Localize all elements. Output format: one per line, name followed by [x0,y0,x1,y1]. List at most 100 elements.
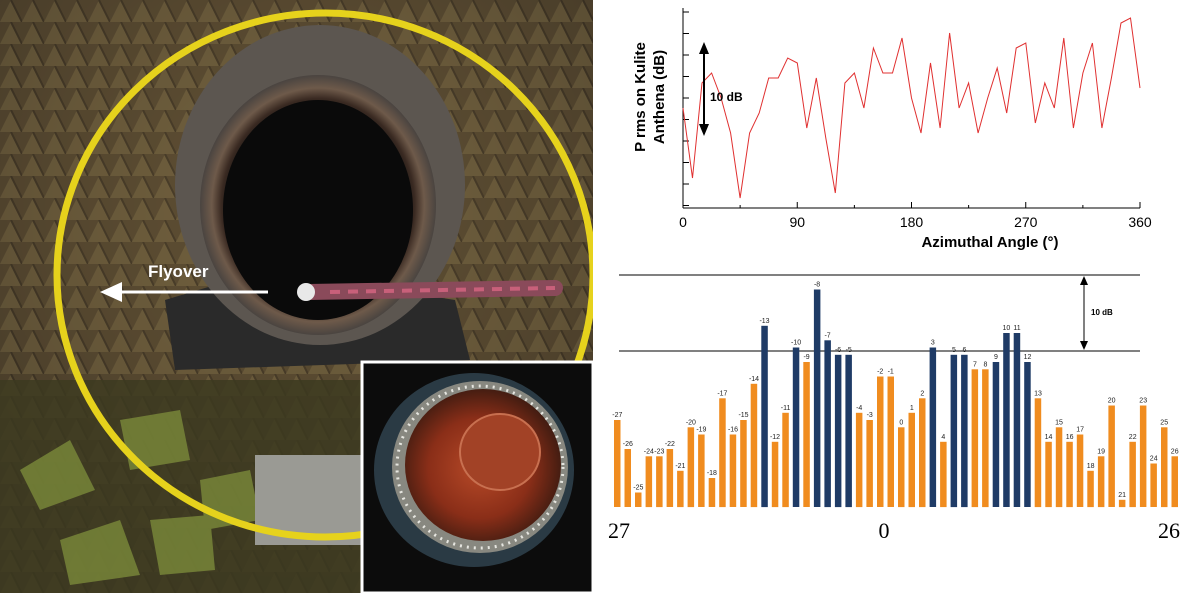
bar-label--26: -26 [623,441,633,448]
bar-chart-left-label: 27 [608,518,630,543]
bar-mode-0 [898,427,905,508]
bar-mode-4 [940,441,947,508]
bar-mode-22 [1129,441,1136,508]
bar-mode--24 [645,456,653,508]
bar-label-19: 19 [1097,448,1105,455]
bar-label--12: -12 [770,434,780,441]
line-chart-10db-label: 10 dB [710,90,743,104]
bar-mode-23 [1139,405,1147,507]
bar-mode--10 [792,347,800,507]
bar-mode--16 [729,434,737,507]
bar-mode--11 [782,412,789,508]
bar-mode-1 [908,412,915,508]
bar-label--8: -8 [814,282,820,289]
bar-label--11: -11 [781,405,791,412]
line-chart-x-tick-label: 0 [679,214,687,230]
bar-mode--15 [740,420,747,507]
bar-label--7: -7 [824,332,830,339]
bar-label-5: 5 [952,347,956,354]
bar-mode-9 [992,362,1000,507]
test-rig-photo: Flyover [0,0,593,593]
bar-label--24: -24 [644,448,654,455]
bar-label--5: -5 [846,347,852,354]
bar-label--27: -27 [612,412,622,419]
bar-chart-10db-label: 10 dB [1091,308,1113,317]
bar-mode--3 [866,420,873,507]
rms-pressure-line-chart: 0 90 180 270 360 10 dB Azimuthal Angle (°) P… [632,8,1152,251]
spectrum-bar-chart: 10 dB -27-26-25-24 -23-22-21-20-19-18-17-… [608,274,1180,543]
line-chart-x-tick-label: 360 [1128,214,1152,230]
bar-mode--17 [719,398,726,508]
bar-label-6: 6 [962,347,966,354]
bar-label-21: 21 [1118,492,1126,499]
bar-label-22: 22 [1129,434,1137,441]
bar-label--1: -1 [888,369,894,376]
bar-label-9: 9 [994,354,998,361]
bar-mode--7 [824,340,831,508]
bar-mode-24 [1150,463,1157,507]
bar-mode-11 [1013,333,1021,507]
inset-engine-photo [360,360,593,593]
bar-mode--1 [887,376,894,507]
bar-mode--27 [614,420,621,507]
bar-label--22: -22 [665,441,675,448]
bar-label--25: -25 [633,485,643,492]
bar-mode--6 [834,354,842,508]
bar-mode--26 [624,449,631,507]
bar-mode-8 [982,369,989,508]
bar-chart-10db-marker: 10 dB [1080,276,1113,350]
bar-mode-20 [1108,405,1115,507]
bar-mode-18 [1087,470,1094,508]
bar-label-18: 18 [1087,463,1095,470]
bar-mode--20 [687,427,695,508]
bar-label--2: -2 [877,369,883,376]
bar-chart-center-label: 0 [879,518,890,543]
bar-label-14: 14 [1045,434,1053,441]
bar-mode-14 [1045,441,1052,508]
bar-mode--9 [803,362,810,507]
bar-label-17: 17 [1076,427,1084,434]
bar-label-20: 20 [1108,398,1116,405]
bar-mode-7 [971,369,979,508]
bar-chart-bars: -27-26-25-24 -23-22-21-20-19-18-17-16-15-… [612,282,1179,508]
bar-label-24: 24 [1150,456,1158,463]
bar-label--10: -10 [791,340,801,347]
bar-label-13: 13 [1034,390,1042,397]
bar-mode-6 [961,354,968,508]
bar-label--15: -15 [738,412,748,419]
bar-mode--4 [855,412,863,508]
bar-mode-16 [1066,441,1073,508]
line-chart-10db-marker: 10 dB [699,42,743,136]
bar-label-3: 3 [931,340,935,347]
bar-mode-10 [1003,333,1010,507]
line-chart-y-axis-label-line2: Anthena (dB) [651,50,668,144]
bar-label-16: 16 [1066,434,1074,441]
bar-label-23: 23 [1139,398,1147,405]
bar-label--17: -17 [717,390,727,397]
bar-label-2: 2 [920,390,924,397]
line-chart-x-tick-label: 180 [900,214,924,230]
bar-label-0: 0 [899,419,903,426]
bar-mode--22 [666,449,674,507]
bar-label-25: 25 [1160,419,1168,426]
rms-pressure-series-line [682,17,1141,199]
bar-mode--8 [813,289,821,507]
bar-label--6: -6 [835,347,841,354]
bar-mode--21 [677,470,684,508]
bar-mode--13 [761,325,768,508]
bar-label-8: 8 [983,361,987,368]
bar-label-1: 1 [910,405,914,412]
bar-mode-15 [1055,427,1063,508]
bar-label--16: -16 [728,427,738,434]
bar-label-26: 26 [1171,448,1179,455]
bar-label-11: 11 [1013,325,1020,332]
bar-label--13: -13 [759,318,769,325]
bar-mode--2 [877,376,884,507]
line-chart-y-axis-label-line1: P rms on Kulite [632,42,649,152]
bar-label-10: 10 [1003,325,1011,332]
bar-mode-13 [1034,398,1042,508]
bar-mode--23 [656,456,663,508]
line-chart-x-axis-label: Azimuthal Angle (°) [921,234,1058,251]
bar-mode--18 [708,478,716,507]
bar-mode-2 [919,398,926,508]
